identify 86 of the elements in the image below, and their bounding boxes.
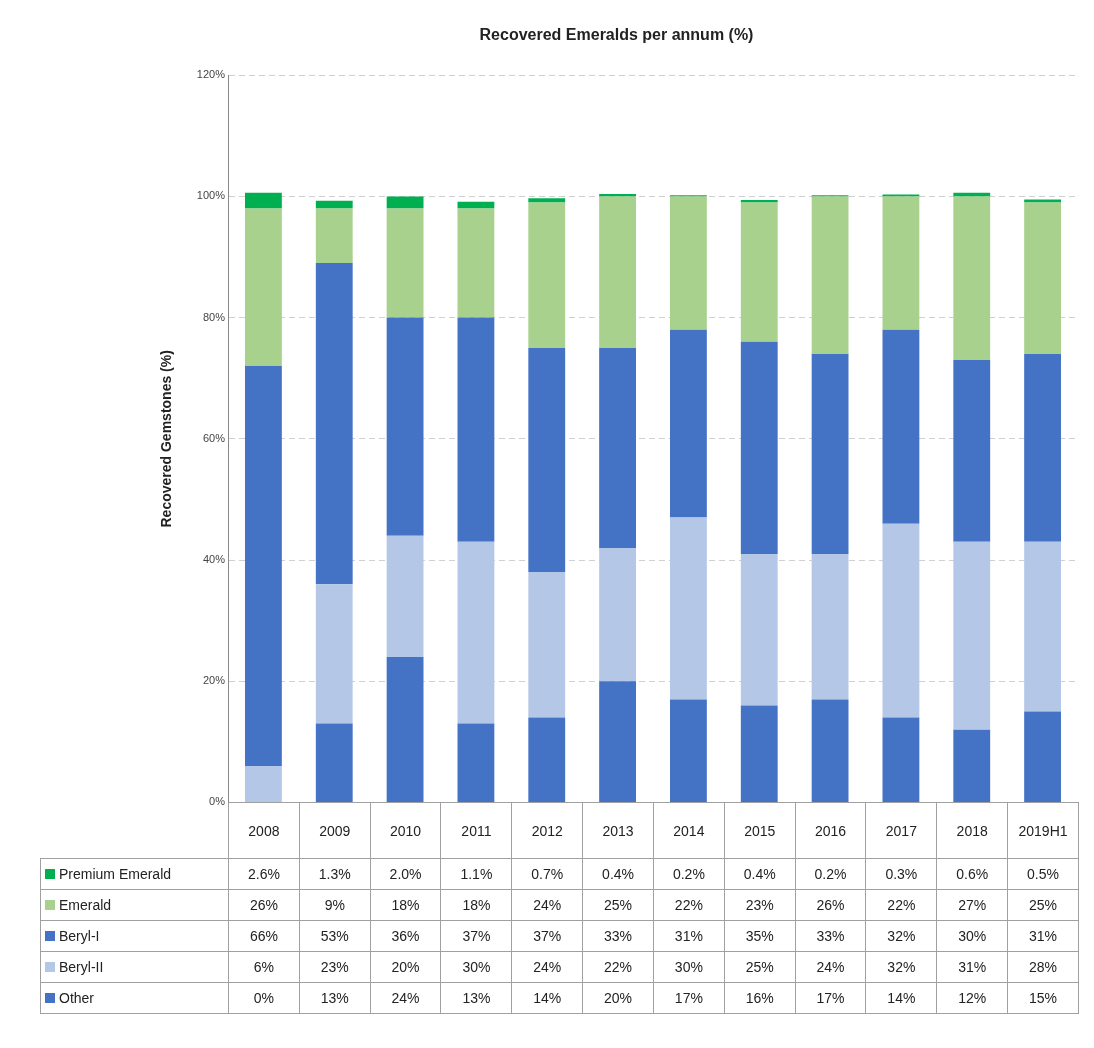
- data-label: 30%: [653, 951, 725, 983]
- x-tick-label: 2010: [370, 802, 441, 859]
- data-label: 0.6%: [936, 858, 1008, 890]
- legend-label: Beryl-II: [40, 951, 229, 983]
- x-tick-label: 2015: [724, 802, 796, 859]
- data-label: 2.0%: [370, 858, 441, 890]
- data-label: 12%: [936, 982, 1008, 1014]
- data-label: 0.2%: [653, 858, 725, 890]
- chart-title: Recovered Emeralds per annum (%): [479, 26, 754, 44]
- data-label: 13%: [299, 982, 371, 1014]
- data-label: 1.1%: [440, 858, 512, 890]
- data-label: 30%: [936, 920, 1008, 952]
- data-label: 36%: [370, 920, 441, 952]
- data-label: 6%: [228, 951, 300, 983]
- data-label: 22%: [653, 889, 725, 921]
- data-label: 14%: [511, 982, 583, 1014]
- legend-label: Other: [40, 982, 229, 1014]
- data-label: 66%: [228, 920, 300, 952]
- data-label: 0.5%: [1007, 858, 1079, 890]
- x-tick-label: 2011: [440, 802, 512, 859]
- y-axis-title: Recovered Gemstones (%): [158, 350, 175, 528]
- data-label: 25%: [582, 889, 654, 921]
- legend-label: Beryl-I: [40, 920, 229, 952]
- data-label: 15%: [1007, 982, 1079, 1014]
- x-tick-label: 2013: [582, 802, 654, 859]
- data-label: 0.4%: [724, 858, 796, 890]
- data-label: 24%: [370, 982, 441, 1014]
- data-label: 25%: [724, 951, 796, 983]
- y-tick-label: 60%: [202, 431, 226, 444]
- x-tick-label: 2017: [865, 802, 937, 859]
- y-tick-label: 20%: [202, 674, 226, 687]
- data-label: 17%: [653, 982, 725, 1014]
- data-label: 31%: [653, 920, 725, 952]
- data-label: 22%: [582, 951, 654, 983]
- x-tick-label: 2018: [936, 802, 1008, 859]
- data-label: 32%: [865, 920, 937, 952]
- data-label: 23%: [299, 951, 371, 983]
- legend-label: Emerald: [40, 889, 229, 921]
- x-tick-label: 2009: [299, 802, 371, 859]
- data-label: 9%: [299, 889, 371, 921]
- y-tick-label: 80%: [202, 310, 226, 323]
- x-tick-label: 2016: [795, 802, 866, 859]
- data-label: 37%: [440, 920, 512, 952]
- data-label: 31%: [936, 951, 1008, 983]
- y-tick-label: 40%: [202, 553, 226, 566]
- data-label: 24%: [795, 951, 866, 983]
- data-label: 22%: [865, 889, 937, 921]
- x-tick-label: 2019H1: [1007, 802, 1079, 859]
- data-label: 37%: [511, 920, 583, 952]
- data-label: 13%: [440, 982, 512, 1014]
- legend-label: Premium Emerald: [40, 858, 229, 890]
- data-label: 18%: [440, 889, 512, 921]
- data-label: 18%: [370, 889, 441, 921]
- data-label: 0.2%: [795, 858, 866, 890]
- data-label: 26%: [228, 889, 300, 921]
- x-tick-label: 2014: [653, 802, 725, 859]
- data-label: 32%: [865, 951, 937, 983]
- y-tick-label: 120%: [196, 68, 226, 81]
- data-label: 0%: [228, 982, 300, 1014]
- x-tick-label: 2012: [511, 802, 583, 859]
- data-label: 0.4%: [582, 858, 654, 890]
- data-label: 20%: [582, 982, 654, 1014]
- data-label: 28%: [1007, 951, 1079, 983]
- data-label: 0.3%: [865, 858, 937, 890]
- data-label: 26%: [795, 889, 866, 921]
- data-label: 24%: [511, 889, 583, 921]
- x-tick-label: 2008: [228, 802, 300, 859]
- data-label: 14%: [865, 982, 937, 1014]
- y-tick-label: 0%: [209, 795, 226, 808]
- data-label: 20%: [370, 951, 441, 983]
- data-label: 16%: [724, 982, 796, 1014]
- data-label: 17%: [795, 982, 866, 1014]
- data-label: 1.3%: [299, 858, 371, 890]
- data-label: 33%: [582, 920, 654, 952]
- data-label: 2.6%: [228, 858, 300, 890]
- data-label: 25%: [1007, 889, 1079, 921]
- data-label: 24%: [511, 951, 583, 983]
- data-label: 23%: [724, 889, 796, 921]
- y-tick-label: 100%: [196, 189, 226, 202]
- data-label: 53%: [299, 920, 371, 952]
- data-label: 30%: [440, 951, 512, 983]
- data-label: 33%: [795, 920, 866, 952]
- data-label: 27%: [936, 889, 1008, 921]
- data-label: 31%: [1007, 920, 1079, 952]
- data-label: 35%: [724, 920, 796, 952]
- data-label: 0.7%: [511, 858, 583, 890]
